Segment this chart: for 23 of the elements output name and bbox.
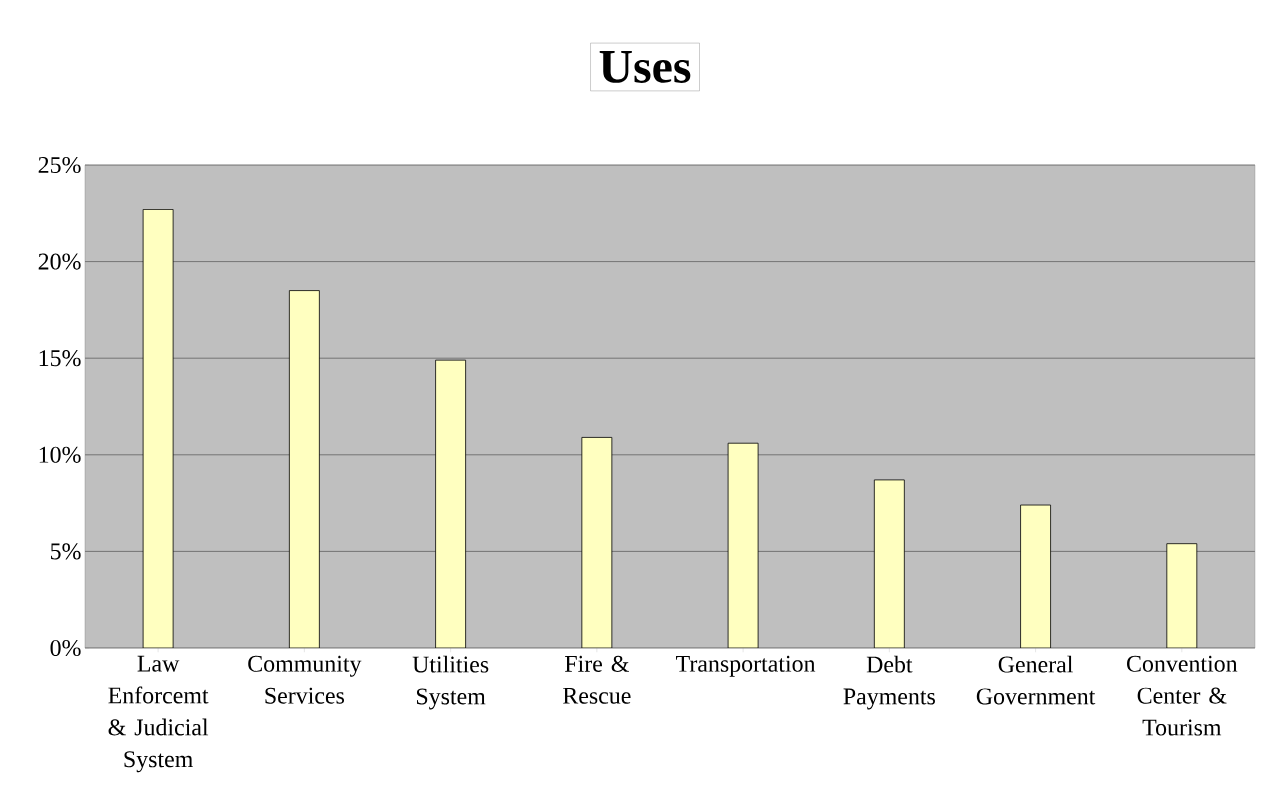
y-tick-label: 5% bbox=[51, 543, 81, 560]
x-tick-label: Fire & Rescue bbox=[563, 655, 631, 704]
y-tick-label: 20% bbox=[38, 253, 81, 270]
x-tick-label: Utilities System bbox=[412, 655, 489, 710]
y-tick-label: 15% bbox=[39, 350, 81, 367]
bar bbox=[873, 479, 905, 648]
x-tick-label: General Government bbox=[976, 655, 1096, 705]
y-tick-label: 0% bbox=[50, 639, 81, 657]
bar bbox=[581, 437, 613, 648]
bar bbox=[435, 359, 467, 648]
x-tick-label: Convention Center & Tourism bbox=[1127, 655, 1238, 736]
bar bbox=[1020, 504, 1051, 648]
chart-title: Uses bbox=[599, 51, 691, 83]
y-tick-label: 25% bbox=[38, 156, 81, 174]
bar bbox=[727, 442, 759, 648]
x-tick-label: Community Services bbox=[248, 655, 362, 704]
bar bbox=[1166, 543, 1198, 648]
x-tick-label: Transportation bbox=[676, 655, 816, 677]
bar bbox=[142, 209, 174, 648]
bar bbox=[288, 290, 320, 648]
x-tick-label: Debt Payments bbox=[843, 655, 935, 710]
x-tick-label: Law Enforcemt & Judicial System bbox=[108, 655, 209, 773]
y-tick-label: 10% bbox=[39, 446, 81, 463]
